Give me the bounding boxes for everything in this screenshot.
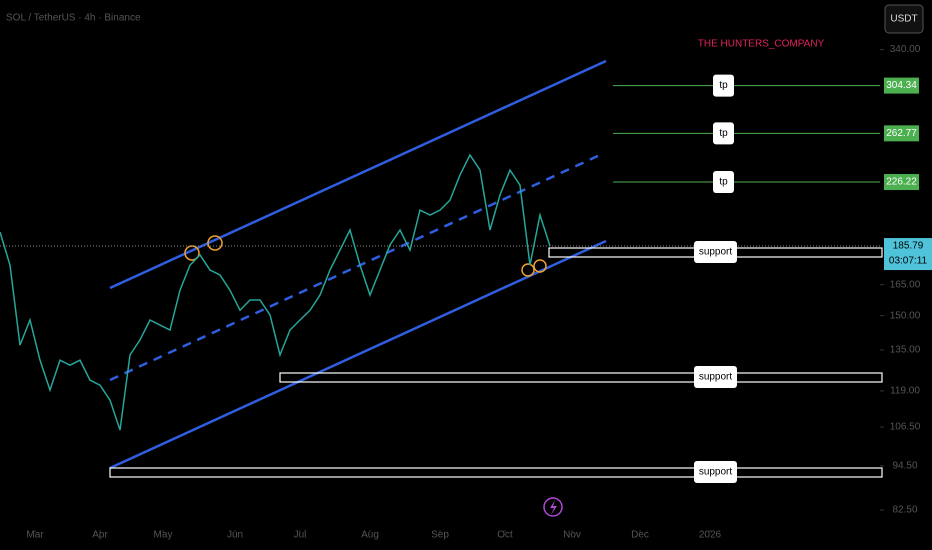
- x-tick-label: Aug: [361, 530, 379, 541]
- target-price: 226.22: [886, 177, 917, 188]
- x-tick-label: Sep: [431, 530, 449, 541]
- chart-title: SOL / TetherUS · 4h · Binance: [6, 13, 141, 24]
- x-tick-label: Mar: [26, 530, 44, 541]
- y-tick-label: 150.00: [890, 310, 921, 321]
- x-tick-label: Oct: [497, 530, 513, 541]
- support-label: support: [699, 247, 733, 258]
- touch-circle: [207, 235, 223, 251]
- support-tag: [694, 461, 737, 483]
- y-tick-label: 119.00: [890, 386, 920, 397]
- target-tag: [713, 74, 734, 97]
- channel-upper: [109, 59, 607, 290]
- target-price: 262.77: [886, 128, 917, 139]
- x-tick-label: 2026: [699, 530, 722, 541]
- currency-label[interactable]: USDT: [890, 14, 917, 25]
- x-tick-label: Apr: [92, 530, 108, 541]
- target-label: tp: [719, 128, 728, 139]
- event-bolt: [550, 500, 557, 515]
- support-zone: [279, 372, 883, 383]
- channel-mid: [109, 153, 601, 382]
- support-zone: [109, 467, 883, 478]
- channel-lower: [109, 239, 607, 470]
- event-icon[interactable]: [543, 497, 563, 517]
- target-label: tp: [719, 177, 728, 188]
- support-label: support: [699, 467, 733, 478]
- touch-circles: [184, 235, 547, 277]
- support-tag: [694, 241, 737, 263]
- target-tag: [713, 171, 734, 194]
- target-label: tp: [719, 80, 728, 91]
- x-tick-label: Dec: [631, 530, 649, 541]
- support-label: support: [699, 372, 733, 383]
- touch-circle: [521, 263, 535, 277]
- watermark: THE HUNTERS_COMPANY: [698, 39, 825, 50]
- x-tick-label: May: [154, 530, 173, 541]
- x-tick-label: Jul: [294, 530, 307, 541]
- y-tick-label: 82.50: [892, 505, 917, 516]
- currency-button[interactable]: [884, 4, 924, 34]
- target-price-tag: [884, 125, 919, 142]
- target-price-tag: [884, 77, 919, 94]
- x-tick-label: Jun: [227, 530, 243, 541]
- price-line: [0, 153, 551, 431]
- support-tag: [694, 366, 737, 388]
- y-tick-label: 106.50: [890, 422, 921, 433]
- current-price-tag: [884, 238, 932, 271]
- countdown: 03:07:11: [889, 256, 928, 267]
- touch-circle: [533, 259, 547, 273]
- y-tick-label: 135.00: [890, 345, 921, 356]
- x-tick-label: Nov: [563, 530, 581, 541]
- y-tick-label: 340.00: [890, 44, 921, 55]
- y-tick-label: 94.50: [892, 460, 917, 471]
- current-price-label: 185.79: [893, 241, 924, 252]
- target-price: 304.34: [886, 80, 917, 91]
- y-tick-label: 165.00: [890, 279, 921, 290]
- target-tag: [713, 122, 734, 145]
- target-price-tag: [884, 174, 919, 191]
